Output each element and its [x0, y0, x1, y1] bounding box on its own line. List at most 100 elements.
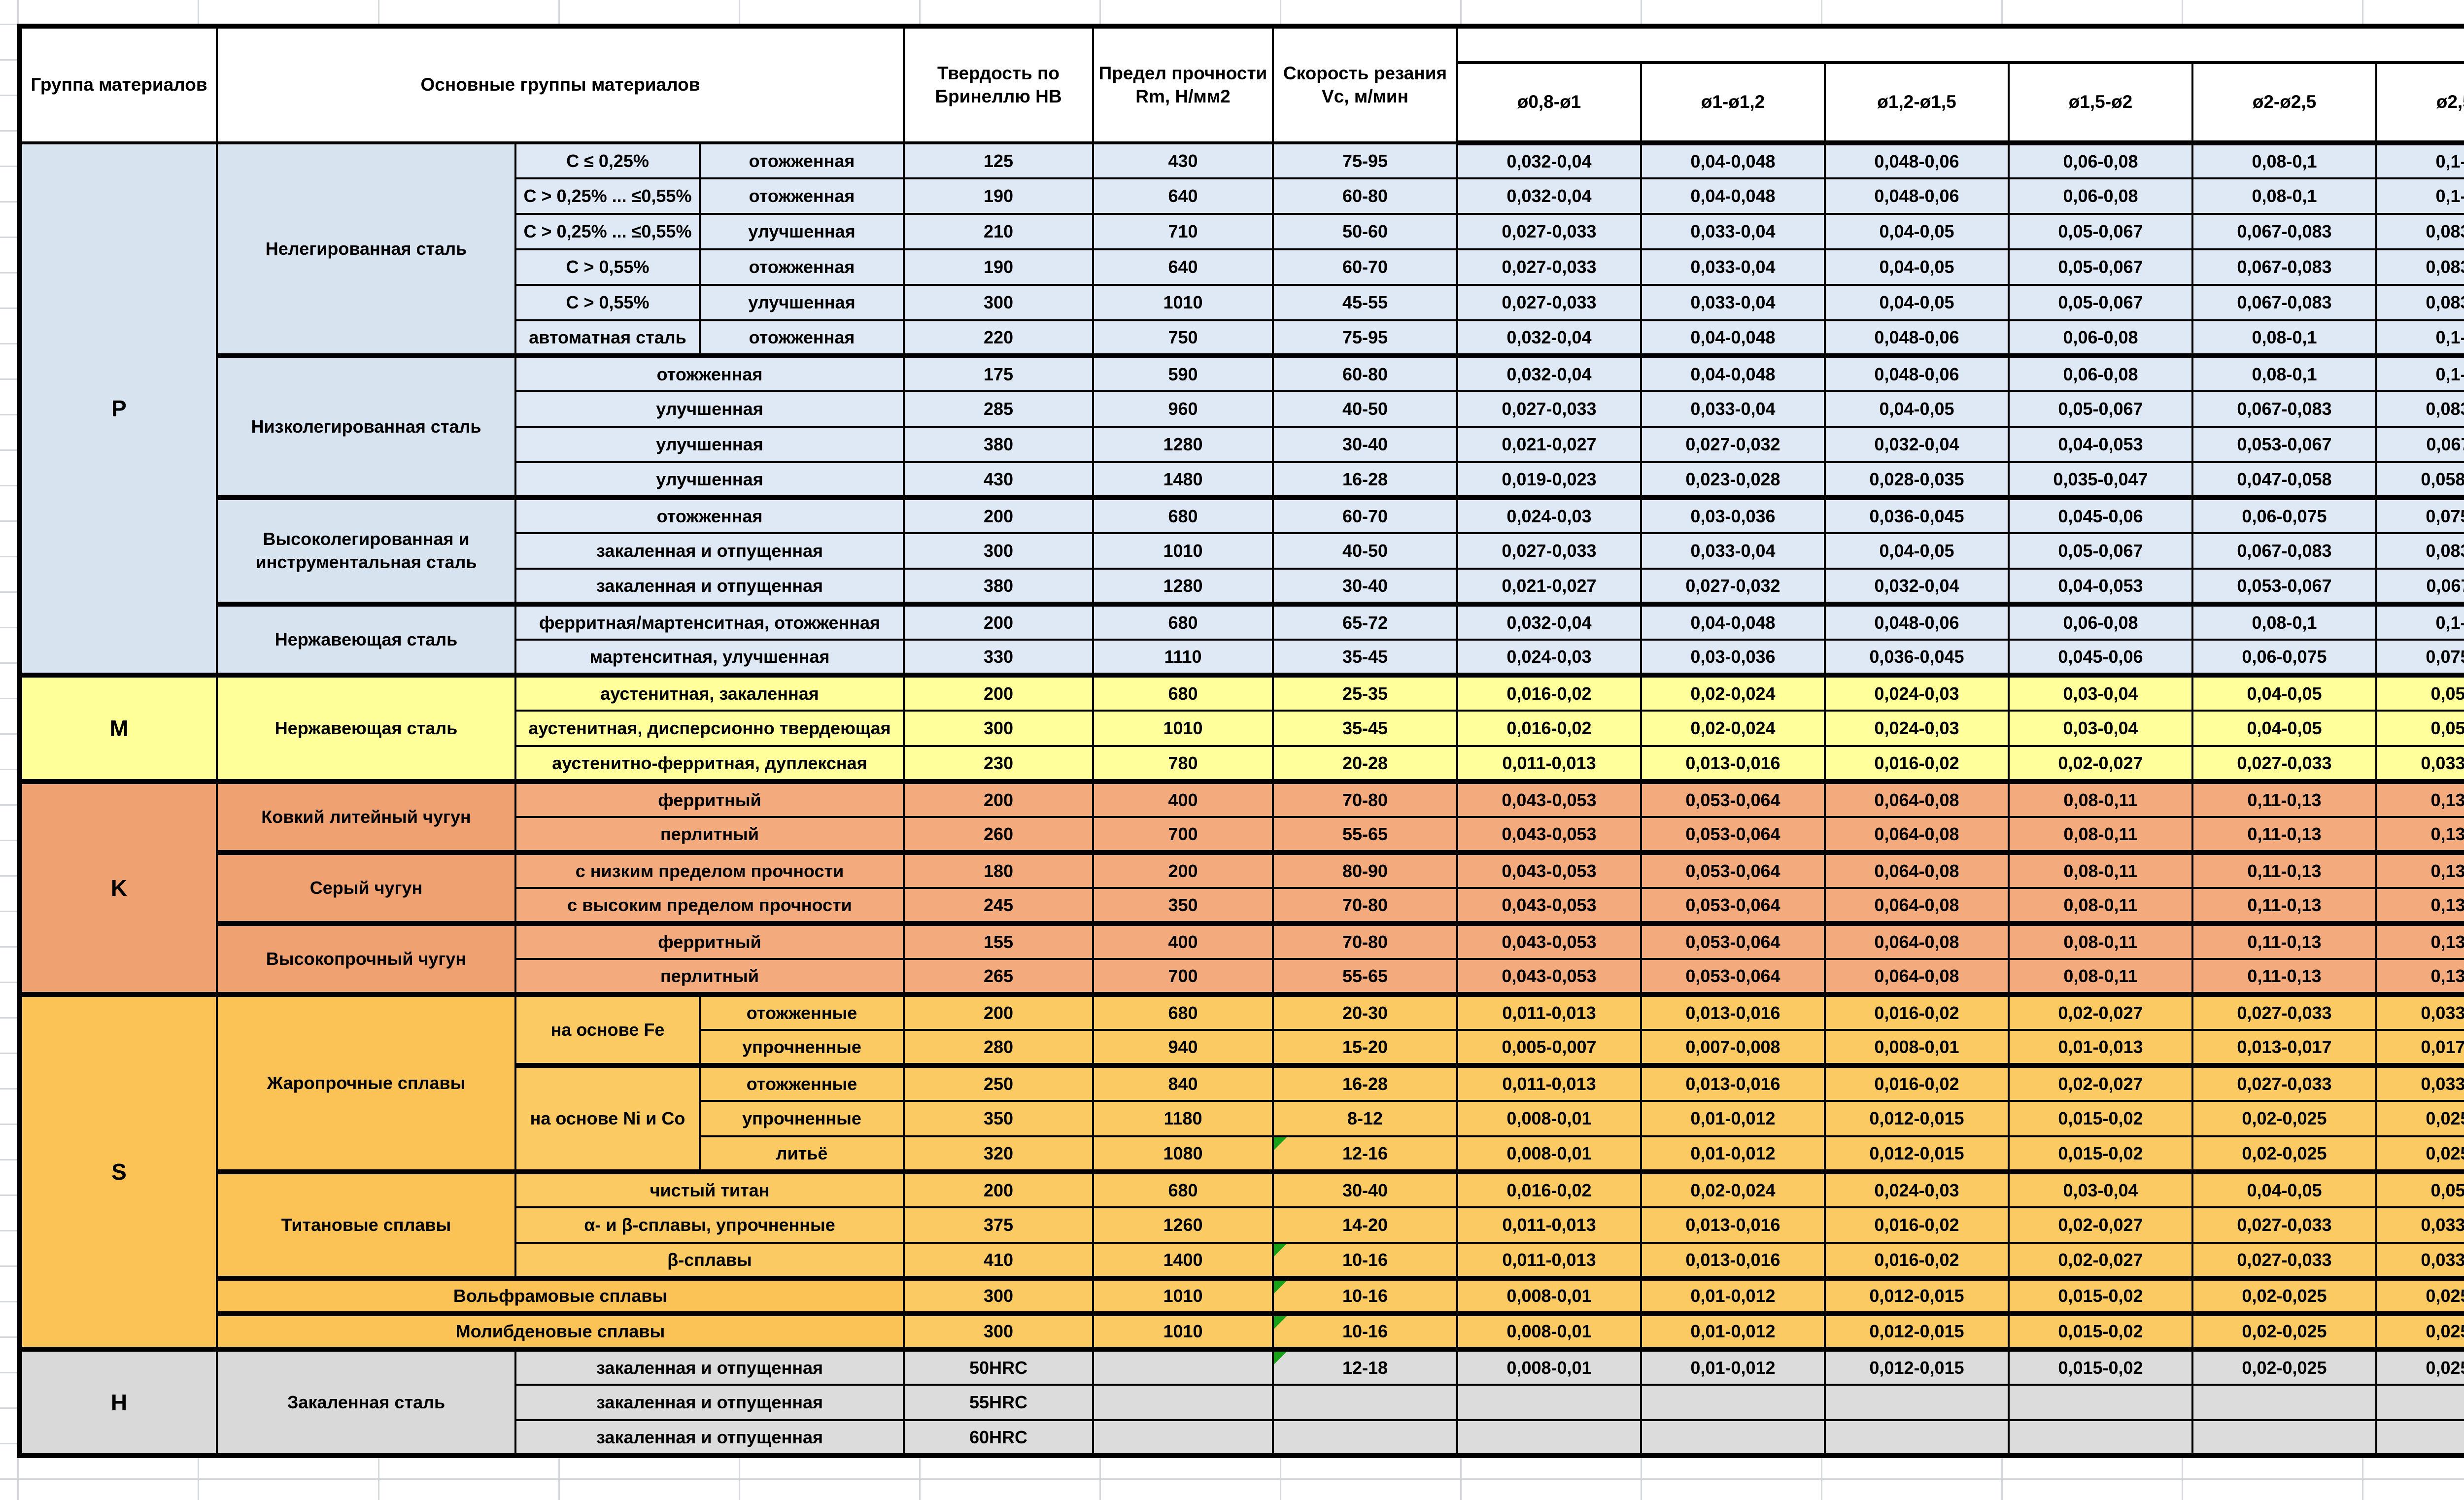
feed-value-cell[interactable]: 0,036-0,045: [1824, 639, 2010, 676]
hardness-cell[interactable]: 320: [903, 1135, 1094, 1173]
feed-value-cell[interactable]: 0,032-0,04: [1456, 319, 1642, 357]
hardness-cell[interactable]: 180: [903, 850, 1094, 889]
feed-value-cell[interactable]: 0,08-0,1: [2191, 142, 2377, 179]
speed-cell[interactable]: 10-16: [1272, 1242, 1458, 1279]
col-header-feed[interactable]: Подача Fn, мм/об: [1456, 25, 2464, 64]
feed-value-cell[interactable]: 0,01-0,012: [1640, 1135, 1826, 1173]
feed-value-cell[interactable]: 0,064-0,08: [1824, 779, 2010, 818]
strength-cell[interactable]: 590: [1092, 353, 1274, 392]
feed-value-cell[interactable]: 0,06-0,08: [2008, 142, 2193, 179]
speed-cell[interactable]: 12-16: [1272, 1135, 1458, 1173]
feed-value-cell[interactable]: 0,02-0,027: [2008, 1063, 2193, 1102]
feed-value-cell[interactable]: 0,011-0,013: [1456, 745, 1642, 783]
treatment-cell[interactable]: перлитный: [514, 816, 905, 853]
hardness-cell[interactable]: 200: [903, 1169, 1094, 1208]
strength-cell[interactable]: 1280: [1092, 426, 1274, 463]
feed-value-cell[interactable]: 0,013-0,016: [1640, 745, 1826, 783]
feed-value-cell[interactable]: 0,11-0,13: [2191, 887, 2377, 924]
strength-cell[interactable]: 1010: [1092, 1276, 1274, 1315]
treatment-cell[interactable]: улучшенная: [514, 461, 905, 499]
treatment-cell[interactable]: β-сплавы: [514, 1242, 905, 1279]
material-group-cell[interactable]: Закаленная сталь: [216, 1347, 516, 1457]
feed-value-cell[interactable]: 0,11-0,13: [2191, 779, 2377, 818]
feed-value-cell[interactable]: 0,08-0,11: [2008, 921, 2193, 960]
treatment-cell[interactable]: аустенитно-ферритная, дуплексная: [514, 745, 905, 783]
feed-value-cell[interactable]: 0,033-0,04: [1640, 248, 1826, 286]
feed-value-cell[interactable]: 0,013-0,016: [1640, 1206, 1826, 1244]
feed-value-cell[interactable]: 0,05-0,067: [2008, 390, 2193, 428]
speed-cell[interactable]: 60-80: [1272, 353, 1458, 392]
strength-cell[interactable]: [1092, 1384, 1274, 1421]
feed-value-cell[interactable]: 0,02-0,025: [2191, 1100, 2377, 1137]
speed-cell[interactable]: 45-55: [1272, 284, 1458, 321]
strength-cell[interactable]: 1180: [1092, 1100, 1274, 1137]
feed-value-cell[interactable]: 0,016-0,02: [1824, 1206, 2010, 1244]
material-group-cell[interactable]: Молибденовые сплавы: [216, 1311, 905, 1350]
treatment-cell[interactable]: улучшенная: [514, 390, 905, 428]
hardness-cell[interactable]: 300: [903, 284, 1094, 321]
feed-value-cell[interactable]: 0,08-0,11: [2008, 779, 2193, 818]
feed-value-cell[interactable]: 0,04-0,05: [1824, 248, 2010, 286]
feed-value-cell[interactable]: 0,008-0,01: [1456, 1100, 1642, 1137]
speed-cell[interactable]: 65-72: [1272, 602, 1458, 641]
feed-value-cell[interactable]: 0,1-0,16: [2375, 319, 2464, 357]
feed-diameter-header[interactable]: ø2,5-ø4: [2375, 62, 2464, 145]
feed-value-cell[interactable]: 0,13-0,21: [2375, 779, 2464, 818]
hardness-cell[interactable]: 410: [903, 1242, 1094, 1279]
strength-cell[interactable]: 700: [1092, 958, 1274, 995]
feed-value-cell[interactable]: 0,067-0,11: [2375, 568, 2464, 605]
strength-cell[interactable]: 960: [1092, 390, 1274, 428]
hardness-cell[interactable]: 300: [903, 532, 1094, 570]
treatment-cell[interactable]: ферритный: [514, 779, 905, 818]
strength-cell[interactable]: [1092, 1347, 1274, 1386]
feed-value-cell[interactable]: 0,02-0,027: [2008, 992, 2193, 1031]
feed-value-cell[interactable]: 0,11-0,13: [2191, 958, 2377, 995]
feed-value-cell[interactable]: 0,03-0,04: [2008, 673, 2193, 712]
hardness-cell[interactable]: 175: [903, 353, 1094, 392]
feed-value-cell[interactable]: 0,047-0,058: [2191, 461, 2377, 499]
hardness-cell[interactable]: 230: [903, 745, 1094, 783]
feed-value-cell[interactable]: 0,007-0,008: [1640, 1029, 1826, 1066]
feed-value-cell[interactable]: 0,027-0,033: [1456, 248, 1642, 286]
speed-cell[interactable]: 35-45: [1272, 710, 1458, 747]
feed-diameter-header[interactable]: ø1,2-ø1,5: [1824, 62, 2010, 145]
feed-value-cell[interactable]: 0,036-0,045: [1824, 495, 2010, 534]
feed-value-cell[interactable]: 0,043-0,053: [1456, 958, 1642, 995]
feed-value-cell[interactable]: 0,053-0,064: [1640, 779, 1826, 818]
hardness-cell[interactable]: 200: [903, 779, 1094, 818]
feed-value-cell[interactable]: 0,025-0,04: [2375, 1347, 2464, 1386]
speed-cell[interactable]: 60-70: [1272, 495, 1458, 534]
hardness-cell[interactable]: 55HRC: [903, 1384, 1094, 1421]
hardness-cell[interactable]: 190: [903, 248, 1094, 286]
hardness-cell[interactable]: 125: [903, 142, 1094, 179]
feed-value-cell[interactable]: 0,05-0,067: [2008, 284, 2193, 321]
feed-value-cell[interactable]: 0,012-0,015: [1824, 1135, 2010, 1173]
treatment-cell[interactable]: закаленная и отпущенная: [514, 1384, 905, 1421]
feed-value-cell[interactable]: 0,064-0,08: [1824, 921, 2010, 960]
hardness-cell[interactable]: 50HRC: [903, 1347, 1094, 1386]
treatment-cell[interactable]: упрочненные: [699, 1029, 905, 1066]
feed-value-cell[interactable]: 0,03-0,036: [1640, 495, 1826, 534]
feed-value-cell[interactable]: 0,033-0,053: [2375, 745, 2464, 783]
speed-cell[interactable]: 70-80: [1272, 779, 1458, 818]
feed-value-cell[interactable]: 0,027-0,033: [1456, 532, 1642, 570]
feed-value-cell[interactable]: 0,01-0,012: [1640, 1311, 1826, 1350]
feed-diameter-header[interactable]: ø1-ø1,2: [1640, 62, 1826, 145]
feed-value-cell[interactable]: 0,06-0,075: [2191, 495, 2377, 534]
feed-value-cell[interactable]: 0,02-0,024: [1640, 1169, 1826, 1208]
treatment-cell[interactable]: аустенитная, закаленная: [514, 673, 905, 712]
feed-value-cell[interactable]: 0,027-0,033: [1456, 213, 1642, 250]
feed-value-cell[interactable]: 0,027-0,033: [2191, 1242, 2377, 1279]
feed-value-cell[interactable]: 0,067-0,083: [2191, 284, 2377, 321]
feed-value-cell[interactable]: 0,08-0,11: [2008, 887, 2193, 924]
feed-value-cell[interactable]: 0,13-0,21: [2375, 816, 2464, 853]
feed-value-cell[interactable]: 0,083-0,13: [2375, 248, 2464, 286]
speed-cell[interactable]: 30-40: [1272, 1169, 1458, 1208]
feed-value-cell[interactable]: 0,11-0,13: [2191, 850, 2377, 889]
speed-cell[interactable]: 60-70: [1272, 248, 1458, 286]
feed-value-cell[interactable]: 0,043-0,053: [1456, 921, 1642, 960]
strength-cell[interactable]: 1010: [1092, 710, 1274, 747]
feed-value-cell[interactable]: 0,02-0,027: [2008, 745, 2193, 783]
treatment-cell[interactable]: α- и β-сплавы, упрочненные: [514, 1206, 905, 1244]
feed-value-cell[interactable]: 0,027-0,033: [2191, 745, 2377, 783]
